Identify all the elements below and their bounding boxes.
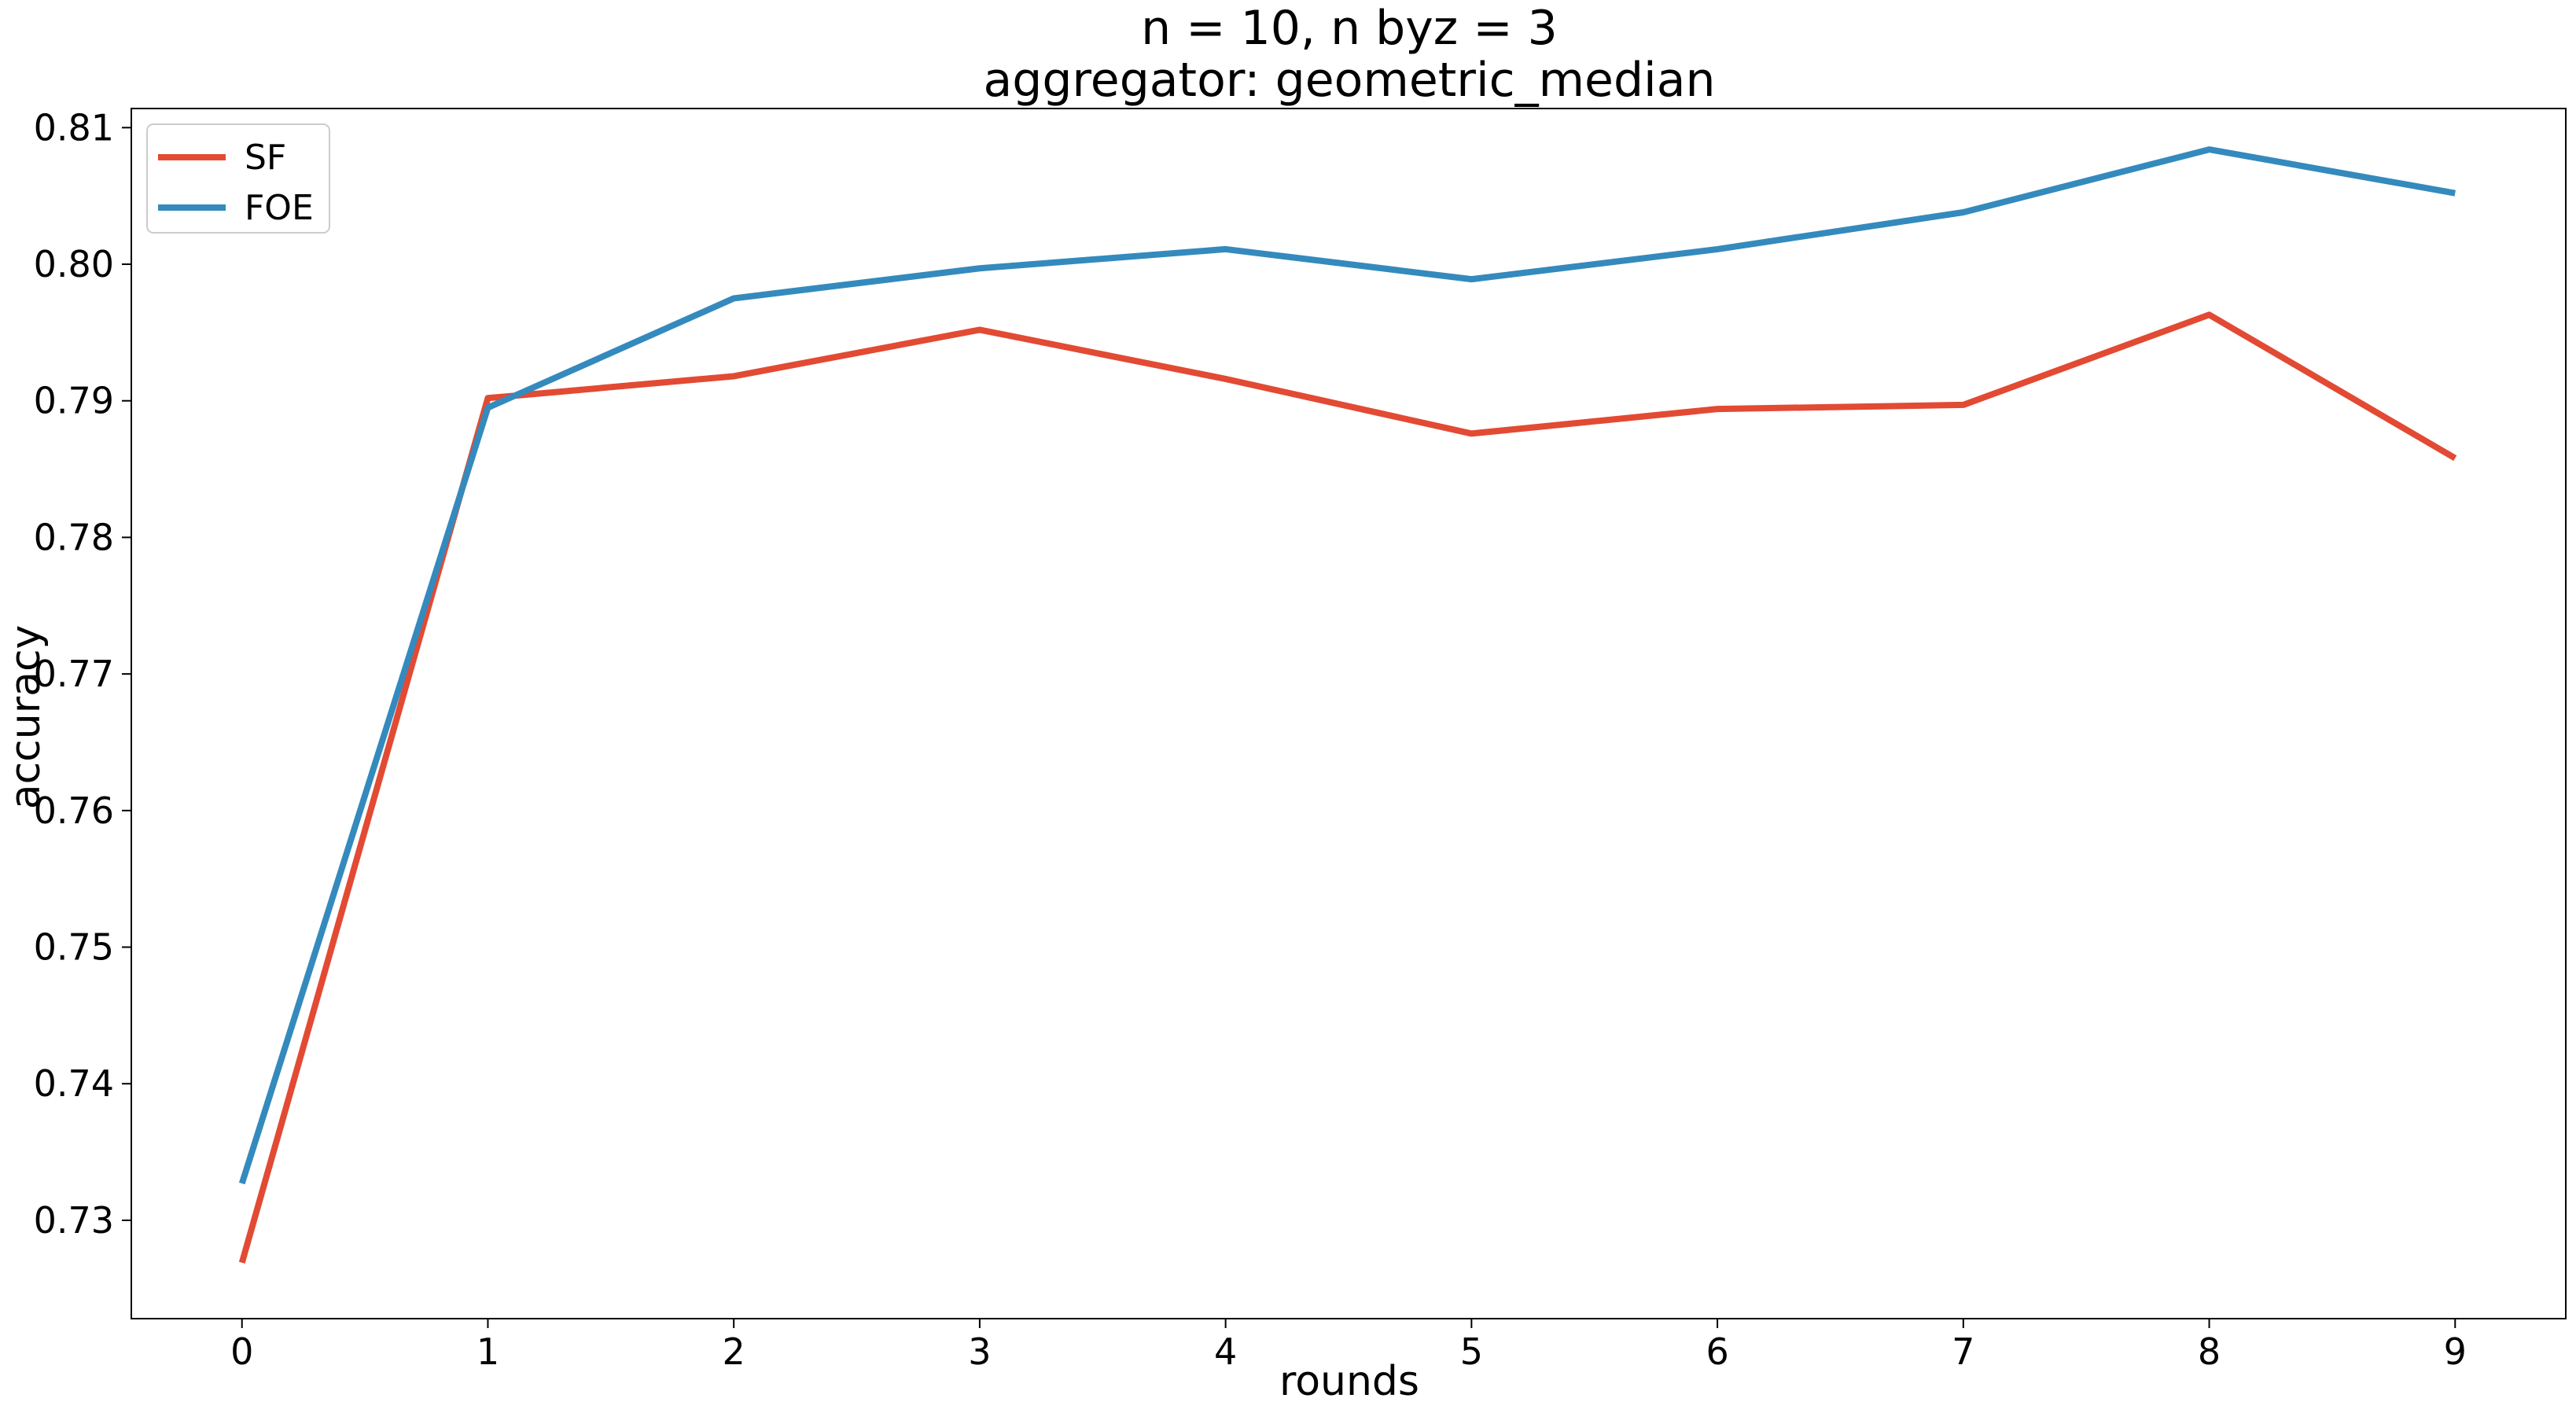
series-line-sf xyxy=(238,311,2457,1264)
series-line-foe xyxy=(238,146,2456,1185)
x-tick-label: 8 xyxy=(2198,1330,2221,1373)
y-tick-label: 0.80 xyxy=(34,243,114,285)
chart-title: n = 10, n byz = 3 xyxy=(1141,1,1558,56)
series-lines xyxy=(238,146,2457,1264)
x-tick-label: 0 xyxy=(230,1330,253,1373)
legend: SF FOE xyxy=(146,123,330,234)
y-tick-label: 0.79 xyxy=(34,380,114,422)
y-tick-label: 0.76 xyxy=(34,789,114,832)
y-tick-label: 0.73 xyxy=(34,1199,114,1242)
legend-label-foe: FOE xyxy=(245,188,314,228)
x-tick-label: 2 xyxy=(723,1330,745,1373)
y-tick-label: 0.74 xyxy=(34,1062,114,1105)
x-tick-label: 1 xyxy=(477,1330,499,1373)
y-axis-label: accuracy xyxy=(2,625,50,810)
x-axis-label: rounds xyxy=(1279,1358,1419,1405)
x-tick-label: 7 xyxy=(1952,1330,1974,1373)
y-tick-label: 0.75 xyxy=(34,926,114,969)
y-tick-label: 0.78 xyxy=(34,516,114,558)
chart-subtitle: aggregator: geometric_median xyxy=(983,53,1715,108)
x-tick-label: 4 xyxy=(1214,1330,1237,1373)
x-tick-label: 5 xyxy=(1460,1330,1483,1373)
axis-ticks: 0 1 2 3 4 5 6 7 8 9 0.73 0.74 0.75 0.76 0.77 0.78 0.79 0.… xyxy=(34,106,2467,1373)
y-tick-label: 0.77 xyxy=(34,653,114,695)
legend-label-sf: SF xyxy=(245,138,286,178)
plot-area-frame xyxy=(131,108,2567,1319)
x-tick-label: 6 xyxy=(1706,1330,1728,1373)
x-tick-label: 3 xyxy=(968,1330,991,1373)
y-tick-label: 0.81 xyxy=(34,106,114,149)
x-tick-label: 9 xyxy=(2444,1330,2467,1373)
